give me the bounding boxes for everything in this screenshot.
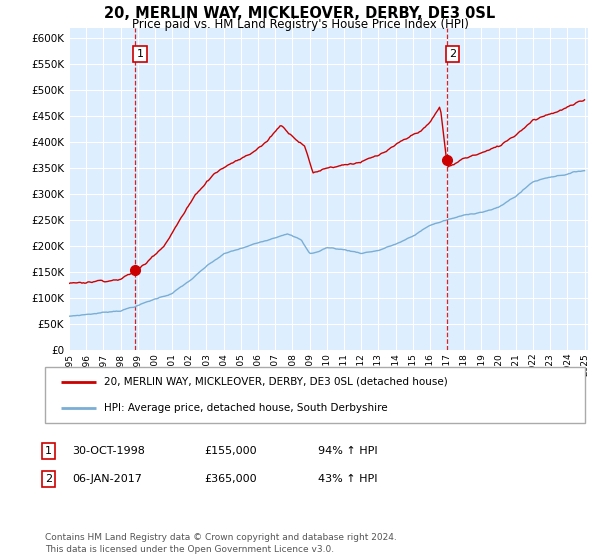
Text: £365,000: £365,000 <box>204 474 257 484</box>
Text: 06-JAN-2017: 06-JAN-2017 <box>72 474 142 484</box>
Text: 2: 2 <box>449 49 456 59</box>
Text: HPI: Average price, detached house, South Derbyshire: HPI: Average price, detached house, Sout… <box>104 403 388 413</box>
Text: 43% ↑ HPI: 43% ↑ HPI <box>318 474 377 484</box>
Text: 20, MERLIN WAY, MICKLEOVER, DERBY, DE3 0SL (detached house): 20, MERLIN WAY, MICKLEOVER, DERBY, DE3 0… <box>104 377 448 387</box>
Text: 30-OCT-1998: 30-OCT-1998 <box>72 446 145 456</box>
Text: 1: 1 <box>45 446 52 456</box>
FancyBboxPatch shape <box>45 367 585 423</box>
Text: 94% ↑ HPI: 94% ↑ HPI <box>318 446 377 456</box>
Text: 1: 1 <box>137 49 143 59</box>
Text: 2: 2 <box>45 474 52 484</box>
Text: £155,000: £155,000 <box>204 446 257 456</box>
Text: Contains HM Land Registry data © Crown copyright and database right 2024.
This d: Contains HM Land Registry data © Crown c… <box>45 533 397 554</box>
Text: 20, MERLIN WAY, MICKLEOVER, DERBY, DE3 0SL: 20, MERLIN WAY, MICKLEOVER, DERBY, DE3 0… <box>104 6 496 21</box>
Text: Price paid vs. HM Land Registry's House Price Index (HPI): Price paid vs. HM Land Registry's House … <box>131 18 469 31</box>
